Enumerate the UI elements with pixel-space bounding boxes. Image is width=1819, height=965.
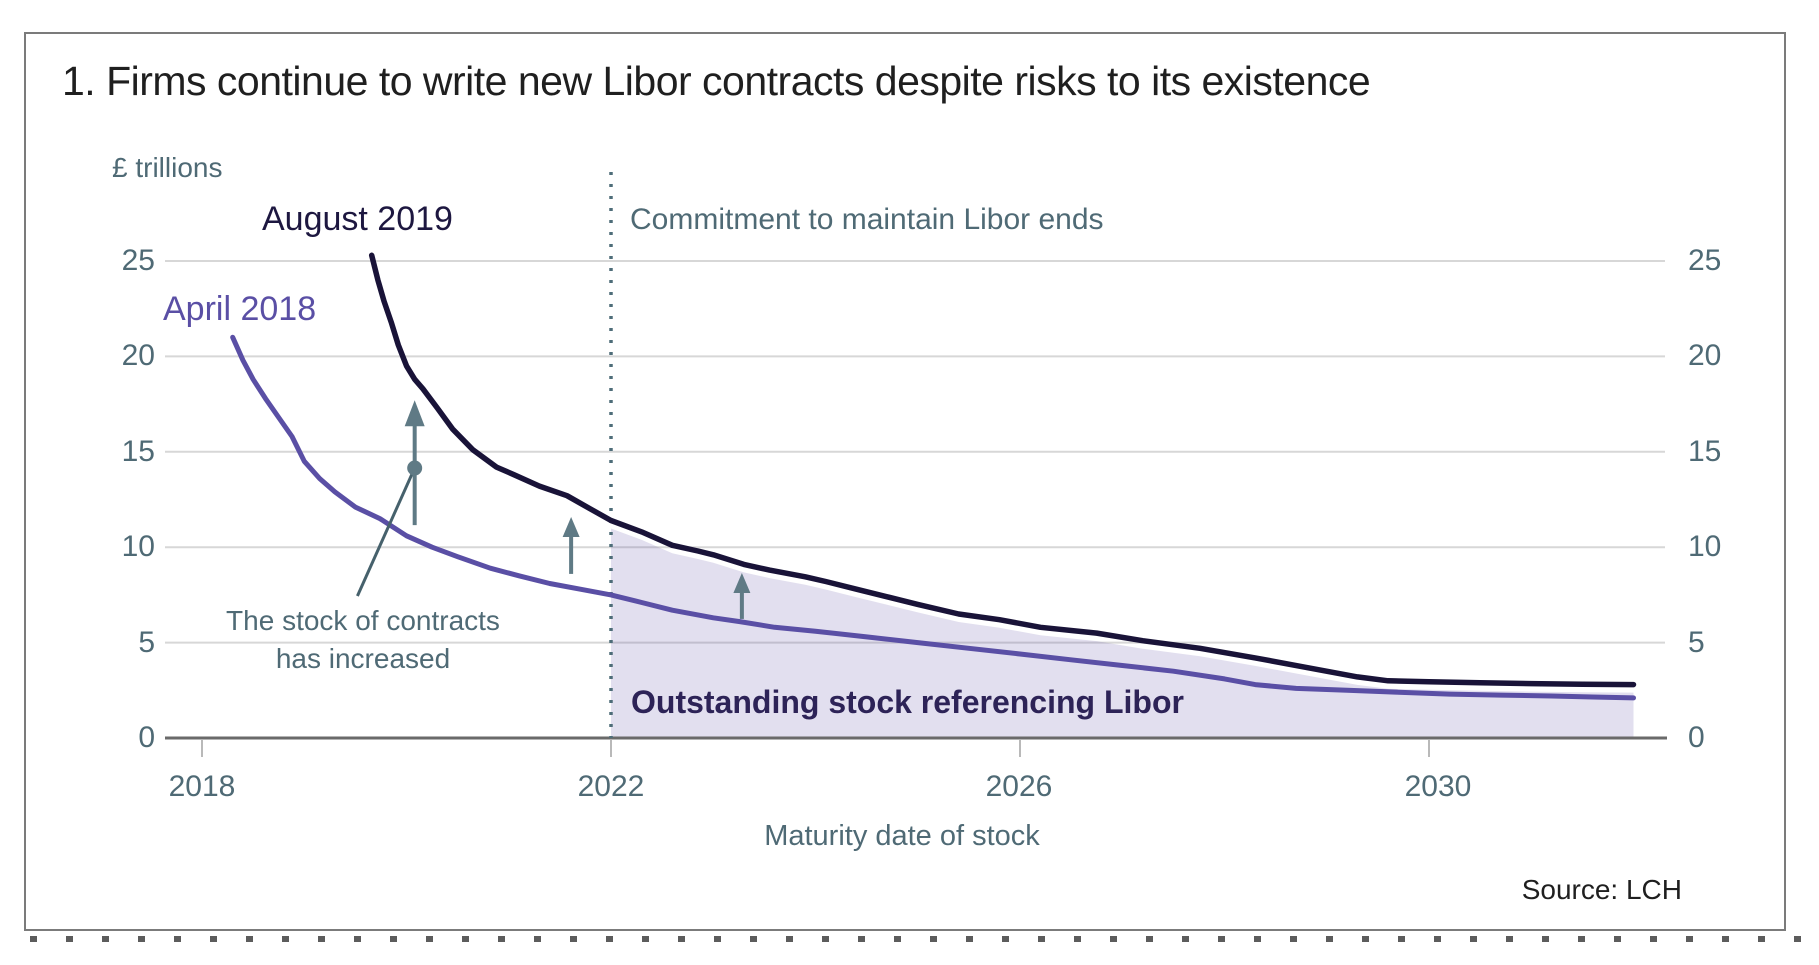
y-tick-left-5: 5	[138, 626, 155, 659]
page-bottom-dashed-rule	[30, 936, 1808, 942]
y-axis-unit-label: £ trillions	[112, 152, 223, 183]
y-tick-left-25: 25	[121, 244, 155, 277]
up-arrow-head-1	[404, 400, 425, 427]
event-line-label: Commitment to maintain Libor ends	[630, 203, 1104, 236]
shaded-area-outstanding-stock	[611, 528, 1634, 738]
y-tick-right-10: 10	[1688, 530, 1722, 563]
x-tick-2022: 2022	[577, 770, 645, 803]
x-axis-title: Maturity date of stock	[764, 820, 1040, 852]
y-tick-right-5: 5	[1688, 626, 1705, 659]
y-tick-right-15: 15	[1688, 435, 1722, 468]
shaded-area-label: Outstanding stock referencing Libor	[631, 684, 1184, 720]
chart-frame	[24, 32, 1786, 931]
y-tick-right-20: 20	[1688, 339, 1722, 372]
series-label-april-2018: April 2018	[163, 290, 317, 328]
series-label-august-2019: August 2019	[262, 200, 453, 238]
y-tick-left-20: 20	[121, 339, 155, 372]
annotation-leader-line	[356, 467, 417, 597]
up-arrow-head-2	[562, 517, 580, 538]
source-credit: Source: LCH	[1521, 874, 1682, 905]
x-tick-2030: 2030	[1404, 770, 1472, 803]
august-2019-line	[368, 252, 1637, 688]
annotation-stock-increased: The stock of contracts has increased	[226, 605, 500, 674]
april-2018-line	[230, 334, 1636, 701]
x-tick-2026: 2026	[985, 770, 1053, 803]
x-tick-2018: 2018	[168, 770, 236, 803]
up-arrow-head-3	[733, 572, 751, 593]
y-tick-left-0: 0	[138, 721, 155, 754]
y-tick-left-15: 15	[121, 435, 155, 468]
y-tick-right-25: 25	[1688, 244, 1722, 277]
y-tick-left-10: 10	[121, 530, 155, 563]
y-tick-right-0: 0	[1688, 721, 1705, 754]
chart-title: 1. Firms continue to write new Libor con…	[62, 58, 1371, 104]
